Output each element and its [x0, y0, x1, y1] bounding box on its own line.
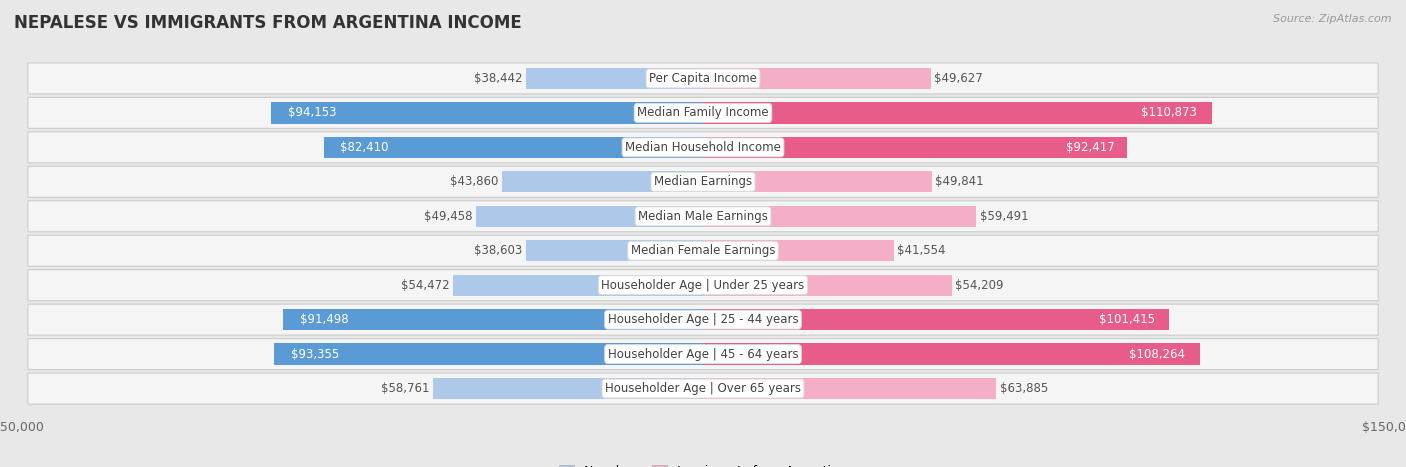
Text: $91,498: $91,498: [299, 313, 349, 326]
Text: $49,458: $49,458: [423, 210, 472, 223]
Text: $38,603: $38,603: [474, 244, 522, 257]
Text: Householder Age | 25 - 44 years: Householder Age | 25 - 44 years: [607, 313, 799, 326]
FancyBboxPatch shape: [28, 304, 1378, 335]
Text: Median Family Income: Median Family Income: [637, 106, 769, 120]
Text: $94,153: $94,153: [288, 106, 336, 120]
Text: $58,761: $58,761: [381, 382, 430, 395]
FancyBboxPatch shape: [28, 269, 1378, 301]
Text: $92,417: $92,417: [1066, 141, 1115, 154]
Text: $43,860: $43,860: [450, 175, 498, 188]
Text: Median Household Income: Median Household Income: [626, 141, 780, 154]
Text: $101,415: $101,415: [1099, 313, 1154, 326]
Bar: [526, 240, 703, 262]
Text: Householder Age | Over 65 years: Householder Age | Over 65 years: [605, 382, 801, 395]
FancyBboxPatch shape: [28, 201, 1378, 232]
Bar: [453, 275, 703, 296]
Text: Per Capita Income: Per Capita Income: [650, 72, 756, 85]
Bar: [703, 102, 1212, 124]
Text: Source: ZipAtlas.com: Source: ZipAtlas.com: [1274, 14, 1392, 24]
Text: $54,472: $54,472: [401, 279, 450, 292]
Bar: [274, 343, 703, 365]
Bar: [475, 205, 703, 227]
FancyBboxPatch shape: [28, 339, 1378, 369]
Text: $82,410: $82,410: [340, 141, 388, 154]
Text: Householder Age | Under 25 years: Householder Age | Under 25 years: [602, 279, 804, 292]
Text: Median Female Earnings: Median Female Earnings: [631, 244, 775, 257]
FancyBboxPatch shape: [28, 63, 1378, 94]
Text: $38,442: $38,442: [474, 72, 523, 85]
Text: $54,209: $54,209: [956, 279, 1004, 292]
Bar: [703, 68, 931, 89]
Bar: [270, 102, 703, 124]
FancyBboxPatch shape: [28, 132, 1378, 163]
FancyBboxPatch shape: [28, 235, 1378, 266]
Bar: [703, 171, 932, 192]
Bar: [703, 240, 894, 262]
Text: $41,554: $41,554: [897, 244, 946, 257]
FancyBboxPatch shape: [28, 166, 1378, 198]
Text: $49,627: $49,627: [935, 72, 983, 85]
Bar: [283, 309, 703, 330]
Bar: [703, 343, 1201, 365]
Legend: Nepalese, Immigrants from Argentina: Nepalese, Immigrants from Argentina: [554, 460, 852, 467]
Bar: [703, 275, 952, 296]
Text: Householder Age | 45 - 64 years: Householder Age | 45 - 64 years: [607, 347, 799, 361]
Text: $63,885: $63,885: [1000, 382, 1047, 395]
Bar: [703, 205, 976, 227]
Bar: [502, 171, 703, 192]
Bar: [433, 378, 703, 399]
Text: Median Earnings: Median Earnings: [654, 175, 752, 188]
Text: $59,491: $59,491: [980, 210, 1028, 223]
FancyBboxPatch shape: [28, 98, 1378, 128]
Text: $93,355: $93,355: [291, 347, 340, 361]
Text: $110,873: $110,873: [1142, 106, 1197, 120]
Bar: [703, 137, 1128, 158]
Text: $49,841: $49,841: [935, 175, 984, 188]
FancyBboxPatch shape: [28, 373, 1378, 404]
Text: Median Male Earnings: Median Male Earnings: [638, 210, 768, 223]
Text: $108,264: $108,264: [1129, 347, 1185, 361]
Bar: [703, 309, 1168, 330]
Bar: [703, 378, 997, 399]
Bar: [325, 137, 703, 158]
Text: NEPALESE VS IMMIGRANTS FROM ARGENTINA INCOME: NEPALESE VS IMMIGRANTS FROM ARGENTINA IN…: [14, 14, 522, 32]
Bar: [526, 68, 703, 89]
